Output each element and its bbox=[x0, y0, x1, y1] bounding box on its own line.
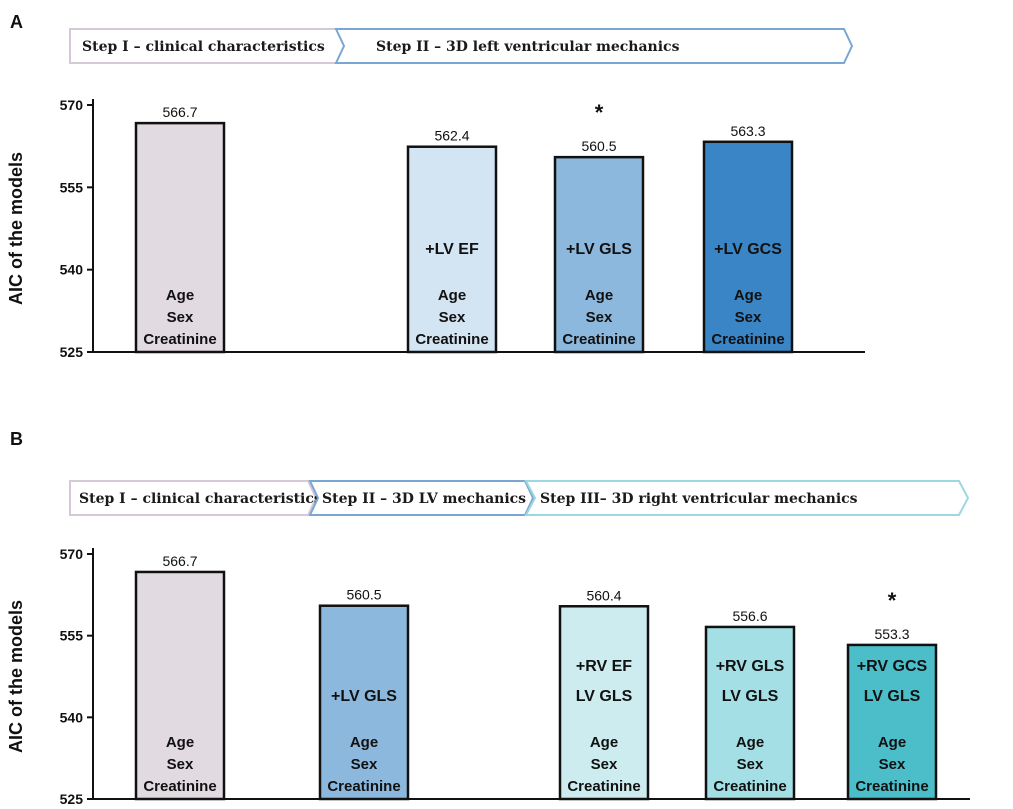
y-tick-label: 540 bbox=[60, 262, 84, 278]
bar-base-variable: Sex bbox=[586, 309, 613, 326]
bar-base-variable: Creatinine bbox=[711, 331, 784, 348]
bar-base-variable: Creatinine bbox=[713, 778, 786, 795]
bar-base-variable: Creatinine bbox=[562, 331, 635, 348]
bar-added-variable: +LV GCS bbox=[714, 241, 782, 258]
step-label-1: Step I – clinical characteristics bbox=[82, 39, 325, 55]
step-arrow-3 bbox=[524, 480, 970, 516]
bar-added-variable: +RV GLS bbox=[716, 658, 785, 675]
bar-base-variable: Creatinine bbox=[327, 778, 400, 795]
panel-letter: A bbox=[10, 12, 23, 32]
bar-group: 560.4 Age Sex Creatinine +RV EF LV GLS bbox=[558, 587, 650, 801]
bar-value-label: 566.7 bbox=[162, 553, 197, 569]
y-tick-label: 525 bbox=[60, 791, 84, 807]
y-tick-label: 540 bbox=[60, 709, 84, 725]
bar-base-variable: Sex bbox=[737, 756, 764, 773]
bar-value-label: 562.4 bbox=[434, 128, 469, 144]
bar-base-variable: Age bbox=[166, 734, 194, 751]
step-label-2: Step II – 3D LV mechanics bbox=[322, 491, 526, 507]
significance-star: * bbox=[595, 100, 604, 125]
bar-group: 560.5 Age Sex Creatinine +LV GLS bbox=[318, 587, 410, 801]
bar bbox=[558, 605, 650, 801]
bar bbox=[318, 604, 410, 801]
bar-base-variable: Age bbox=[878, 734, 906, 751]
step-label-2: Step II – 3D left ventricular mechanics bbox=[376, 39, 680, 55]
bar-base-variable: Creatinine bbox=[415, 331, 488, 348]
bar-group: 556.6 Age Sex Creatinine +RV GLS LV GLS bbox=[704, 608, 796, 801]
bar-value-label: 556.6 bbox=[732, 608, 767, 624]
bar bbox=[704, 625, 796, 801]
bar-value-label: 560.5 bbox=[581, 138, 616, 154]
bar bbox=[134, 570, 226, 801]
bar-added-variable: +LV EF bbox=[425, 241, 479, 258]
step-banner: Step I – clinical characteristics Step II… bbox=[69, 480, 970, 516]
bar-base-variable: Age bbox=[585, 287, 613, 304]
bar-value-label: 553.3 bbox=[874, 626, 909, 642]
bar-group: 553.3 * Age Sex Creatinine +RV GCS LV GLS bbox=[846, 588, 938, 801]
step-label-1: Step I – clinical characteristics bbox=[79, 491, 322, 507]
step-arrow-2 bbox=[334, 28, 854, 64]
bar-added-variable: +LV GLS bbox=[566, 241, 632, 258]
bar-added-variable: LV GLS bbox=[864, 688, 921, 705]
bar-added-variable: +LV GLS bbox=[331, 688, 397, 705]
bar-base-variable: Sex bbox=[439, 309, 466, 326]
bar-base-variable: Sex bbox=[351, 756, 378, 773]
bar-base-variable: Sex bbox=[591, 756, 618, 773]
bar-added-variable: LV GLS bbox=[722, 688, 779, 705]
bar-value-label: 566.7 bbox=[162, 104, 197, 120]
bar-base-variable: Sex bbox=[167, 309, 194, 326]
axes: 525 540 555 570 bbox=[60, 546, 970, 807]
bar-base-variable: Sex bbox=[167, 756, 194, 773]
significance-star: * bbox=[888, 588, 897, 613]
step-arrow-1 bbox=[69, 480, 318, 516]
bar-group: 560.5 * Age Sex Creatinine +LV GLS bbox=[553, 100, 645, 354]
bar-base-variable: Age bbox=[438, 287, 466, 304]
bar-added-variable: +RV EF bbox=[576, 658, 632, 675]
bar-base-variable: Creatinine bbox=[143, 331, 216, 348]
step-banner: Step I – clinical characteristics Step II… bbox=[69, 28, 854, 64]
bar-value-label: 563.3 bbox=[730, 123, 765, 139]
bar-base-variable: Creatinine bbox=[143, 778, 216, 795]
bar-group: 566.7 Age Sex Creatinine bbox=[134, 104, 226, 354]
bar bbox=[702, 140, 794, 354]
bar-added-variable: LV GLS bbox=[576, 688, 633, 705]
bar-value-label: 560.5 bbox=[346, 587, 381, 603]
bar bbox=[846, 643, 938, 801]
bar-added-variable: +RV GCS bbox=[857, 658, 928, 675]
y-tick-label: 570 bbox=[60, 546, 84, 562]
bar-base-variable: Age bbox=[736, 734, 764, 751]
bar bbox=[134, 121, 226, 354]
y-axis-label: AIC of the models bbox=[6, 600, 26, 753]
bar-base-variable: Creatinine bbox=[567, 778, 640, 795]
bar-base-variable: Age bbox=[350, 734, 378, 751]
y-tick-label: 525 bbox=[60, 344, 84, 360]
bar-group: 563.3 Age Sex Creatinine +LV GCS bbox=[702, 123, 794, 354]
y-tick-label: 555 bbox=[60, 179, 84, 195]
y-axis-label: AIC of the models bbox=[6, 152, 26, 305]
bar-base-variable: Sex bbox=[735, 309, 762, 326]
step-label-3: Step III– 3D right ventricular mechanics bbox=[540, 491, 858, 507]
bar-group: 562.4 Age Sex Creatinine +LV EF bbox=[406, 128, 498, 354]
bar bbox=[553, 155, 645, 354]
y-tick-label: 570 bbox=[60, 97, 84, 113]
bar-base-variable: Creatinine bbox=[855, 778, 928, 795]
panel-letter: B bbox=[10, 429, 23, 449]
y-tick-label: 555 bbox=[60, 628, 84, 644]
bar bbox=[406, 145, 498, 354]
bar-base-variable: Age bbox=[166, 287, 194, 304]
bar-base-variable: Age bbox=[734, 287, 762, 304]
bar-base-variable: Age bbox=[590, 734, 618, 751]
bar-base-variable: Sex bbox=[879, 756, 906, 773]
bar-value-label: 560.4 bbox=[586, 587, 621, 603]
bar-group: 566.7 Age Sex Creatinine bbox=[134, 553, 226, 801]
